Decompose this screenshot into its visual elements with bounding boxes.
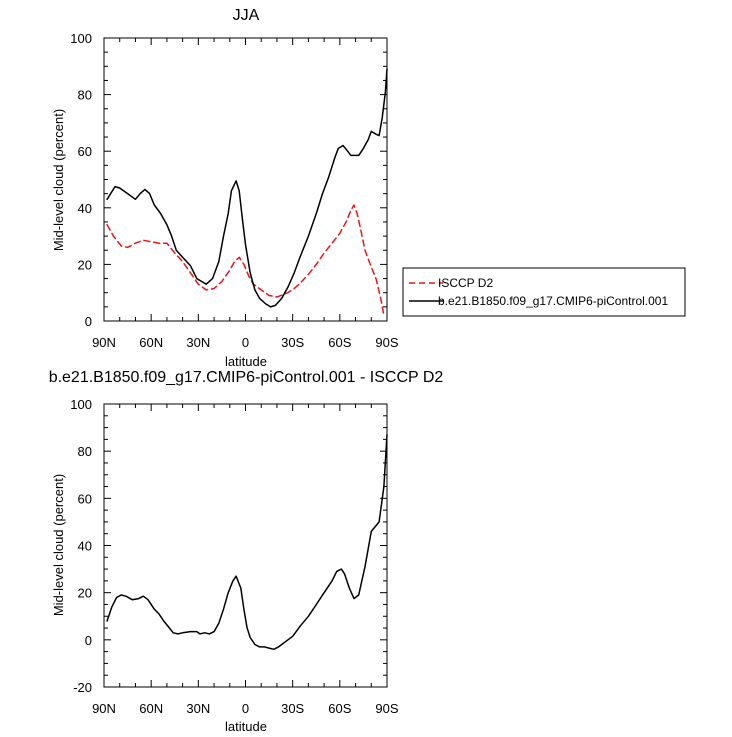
top-series-line-isccp-d2: [106, 204, 385, 317]
bottom-y-tick-label: 60: [78, 491, 92, 506]
top-x-tick-label: 30N: [186, 335, 210, 350]
bottom-panel-plot-frame: [103, 403, 388, 688]
bottom-panel-title: b.e21.B1850.f09_g17.CMIP6-piControl.001 …: [49, 369, 444, 386]
bottom-y-tick-label: 20: [78, 586, 92, 601]
bottom-y-tick-label: 100: [70, 397, 92, 412]
bottom-x-tick-label: 30S: [281, 701, 304, 716]
bottom-x-tick-label: 60N: [139, 701, 163, 716]
top-x-tick-label: 60S: [328, 335, 351, 350]
top-panel-ticks: 0 20 40 60 80 100 90N 60N 30N 0 30S 60S 90S: [70, 31, 399, 350]
top-x-tick-label: 60N: [139, 335, 163, 350]
top-y-tick-label: 100: [70, 31, 92, 46]
top-x-tick-label: 30S: [281, 335, 304, 350]
top-x-tick-label: 90N: [92, 335, 116, 350]
top-panel-title: JJA: [233, 7, 260, 24]
bottom-x-tick-label: 90S: [375, 701, 398, 716]
bottom-y-tick-label: 40: [78, 539, 92, 554]
top-x-tick-label: 90S: [375, 335, 398, 350]
bottom-panel-series: [106, 433, 388, 651]
bottom-y-tick-label: 0: [85, 633, 92, 648]
top-panel-legend: ISCCP D2 b.e21.B1850.f09_g17.CMIP6-piCon…: [402, 267, 686, 317]
bottom-y-tick-label: -20: [73, 680, 92, 695]
top-panel-plot-frame: [103, 37, 388, 322]
bottom-x-tick-label: 90N: [92, 701, 116, 716]
top-series-line-model: [106, 68, 388, 308]
bottom-panel: b.e21.B1850.f09_g17.CMIP6-piControl.001 …: [49, 369, 444, 734]
top-y-tick-label: 40: [78, 201, 92, 216]
top-panel: JJA Mid-level cloud (percent) latitude 0…: [51, 7, 686, 369]
top-y-tick-label: 80: [78, 88, 92, 103]
top-y-tick-label: 20: [78, 257, 92, 272]
bottom-panel-x-axis-label: latitude: [225, 719, 267, 734]
bottom-panel-ticks: -20 0 20 40 60 80 100 90N 60N 30N 0 30S 60S 90S: [70, 397, 399, 716]
top-x-tick-label: 0: [242, 335, 249, 350]
legend-label-model: b.e21.B1850.f09_g17.CMIP6-piControl.001: [438, 294, 668, 308]
top-panel-x-axis-label: latitude: [225, 354, 267, 369]
bottom-panel-y-axis-label: Mid-level cloud (percent): [51, 474, 66, 616]
top-panel-y-axis-label: Mid-level cloud (percent): [51, 109, 66, 251]
bottom-x-tick-label: 30N: [186, 701, 210, 716]
top-y-tick-label: 0: [85, 314, 92, 329]
top-y-tick-label: 60: [78, 144, 92, 159]
bottom-series-line-difference: [106, 433, 388, 651]
bottom-x-tick-label: 0: [242, 701, 249, 716]
bottom-y-tick-label: 80: [78, 444, 92, 459]
legend-box: [402, 267, 686, 317]
legend-label-isccp-d2: ISCCP D2: [438, 276, 493, 290]
top-panel-series: [106, 68, 388, 317]
bottom-x-tick-label: 60S: [328, 701, 351, 716]
